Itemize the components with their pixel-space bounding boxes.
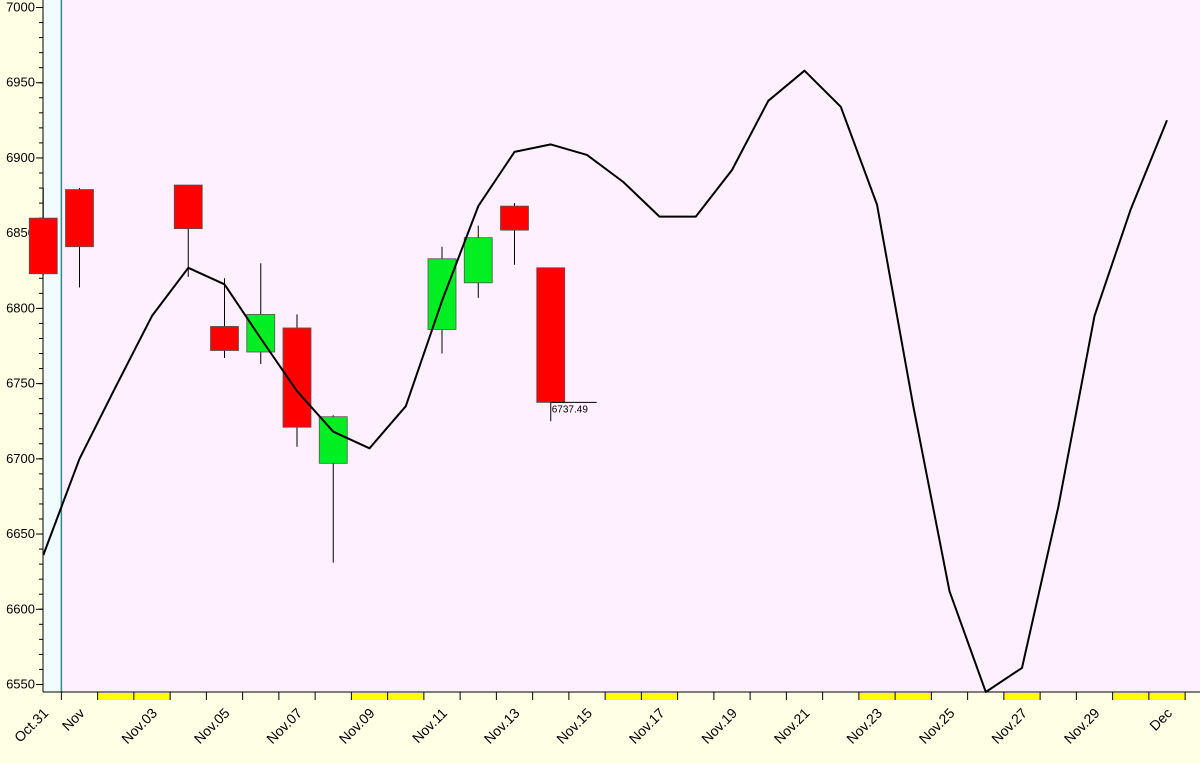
weekend-marker <box>97 693 134 700</box>
weekend-marker <box>1112 693 1149 700</box>
candle[interactable] <box>536 267 566 422</box>
y-tick-label: 7000 <box>6 0 35 15</box>
y-tick-label: 6900 <box>6 150 35 165</box>
highlight-band <box>43 0 62 692</box>
candle[interactable] <box>246 263 276 365</box>
candle[interactable] <box>210 278 239 359</box>
highlight-band-layer <box>43 0 63 692</box>
y-tick-label: 6700 <box>6 451 35 466</box>
candle-body <box>318 416 348 464</box>
weekend-marker <box>387 693 424 700</box>
candle-body <box>427 258 457 330</box>
candle-body <box>173 184 203 230</box>
candle[interactable] <box>173 184 203 277</box>
candle[interactable] <box>463 225 493 298</box>
y-tick-label: 6600 <box>6 601 35 616</box>
weekend-marker-layer <box>97 693 1186 700</box>
last-price-label: 6737.49 <box>552 404 589 415</box>
candle-body <box>500 205 529 231</box>
candle[interactable] <box>500 203 529 265</box>
last-price-layer: 6737.49 <box>550 401 597 415</box>
candle[interactable] <box>28 188 58 276</box>
y-tick-label: 6950 <box>6 75 35 90</box>
weekend-marker <box>133 693 171 700</box>
candle-body <box>463 237 493 284</box>
y-axis: 6550 6600 6650 6700 6750 6800 6850 6900 6950 7000 <box>6 0 44 692</box>
candles-layer <box>28 184 566 563</box>
y-tick-label: 6550 <box>6 676 35 691</box>
y-tick-label: 6800 <box>6 300 35 315</box>
candle[interactable] <box>318 415 348 563</box>
candle-body <box>246 314 276 353</box>
line-series-layer <box>42 69 1168 693</box>
weekend-marker <box>895 693 932 700</box>
weekend-marker <box>1148 693 1186 700</box>
candle[interactable] <box>427 246 457 354</box>
candle[interactable] <box>65 188 94 288</box>
weekend-marker <box>858 693 896 700</box>
y-tick-label: 6850 <box>6 225 35 240</box>
candle-body <box>536 267 566 403</box>
weekend-marker <box>641 693 678 700</box>
candle-body <box>65 189 94 248</box>
line-series <box>42 69 1168 693</box>
weekend-marker <box>1003 693 1041 700</box>
candle[interactable] <box>282 314 312 447</box>
weekend-marker <box>351 693 388 700</box>
y-tick-label: 6750 <box>6 376 35 391</box>
candle-body <box>28 217 58 275</box>
candle-body <box>210 326 239 351</box>
y-tick-label: 6650 <box>6 526 35 541</box>
weekend-marker <box>605 693 642 700</box>
